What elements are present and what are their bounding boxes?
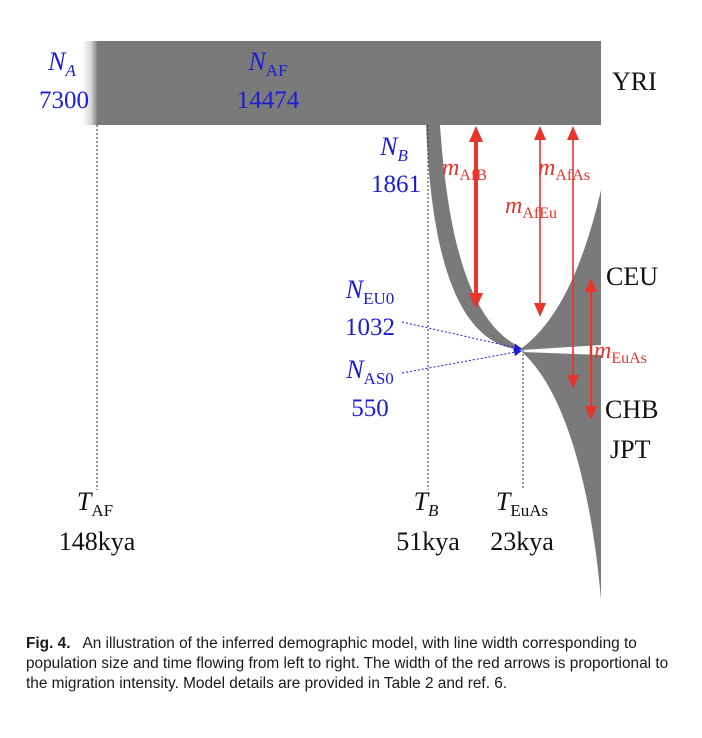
taf-value: 148kya (59, 527, 136, 556)
african-population-bar (97, 41, 601, 125)
mafeu-label: mAfEu (505, 193, 557, 222)
migration-arrow-afb (469, 126, 483, 309)
teuas-value: 23kya (490, 527, 554, 556)
migration-arrow-euas (585, 278, 597, 420)
migration-arrow-afeu (534, 126, 546, 317)
na-value: 7300 (39, 87, 89, 114)
neu0-pointer (401, 321, 522, 352)
nb-value: 1861 (371, 171, 421, 198)
taf-label: TAF (77, 487, 113, 520)
ceu-label: CEU (606, 262, 658, 291)
nas0-pointer (401, 348, 522, 374)
jpt-label: JPT (610, 435, 651, 464)
neu0-value: 1032 (345, 314, 395, 341)
nb-label: NB (379, 132, 408, 165)
tb-value: 51kya (396, 527, 460, 556)
meuas-label: mEuAs (594, 338, 647, 367)
na-label: NA (47, 47, 76, 80)
mafb-label: mAfB (442, 155, 487, 184)
chb-label: CHB (605, 395, 658, 424)
demographic-model-diagram: NA 7300 NAF 14474 NB 1861 NEU0 1032 NAS0… (39, 41, 658, 600)
caption-text: An illustration of the inferred demograp… (26, 635, 669, 692)
nas0-label: NAS0 (345, 355, 394, 388)
neu0-label: NEU0 (345, 275, 395, 308)
migration-arrow-afas (567, 126, 579, 389)
caption-label: Fig. 4. (26, 635, 71, 652)
mafas-label: mAfAs (538, 155, 590, 184)
chb-jpt-branch (522, 352, 601, 600)
yri-label: YRI (612, 67, 657, 96)
figure-caption: Fig. 4. An illustration of the inferred … (26, 634, 686, 694)
tb-label: TB (414, 487, 439, 520)
naf-value: 14474 (237, 87, 300, 114)
naf-label: NAF (247, 47, 287, 80)
nas0-value: 550 (351, 395, 389, 422)
ancestral-population-bar (82, 41, 98, 125)
teuas-label: TEuAs (496, 487, 548, 520)
